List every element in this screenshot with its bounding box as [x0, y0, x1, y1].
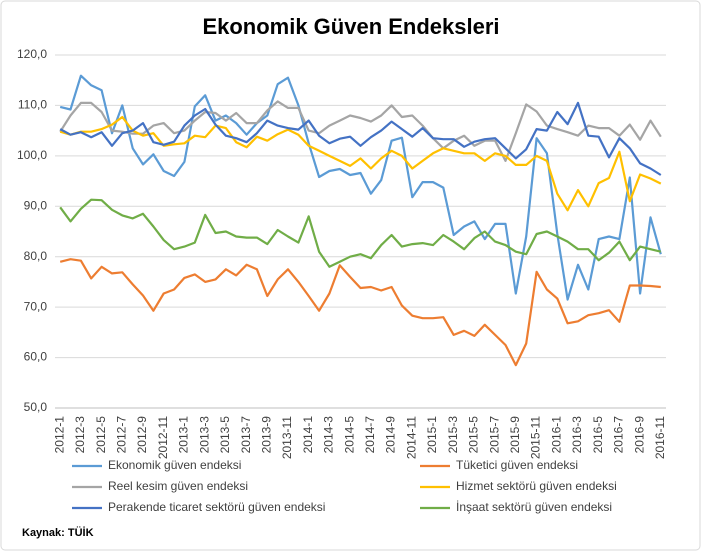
- x-tick-label: 2014-9: [384, 416, 398, 454]
- y-tick-label: 100,0: [17, 148, 47, 162]
- x-tick-label: 2016-7: [612, 416, 626, 454]
- x-tick-label: 2014-5: [342, 416, 356, 454]
- chart-title: Ekonomik Güven Endeksleri: [202, 14, 499, 39]
- x-tick-label: 2012-1: [52, 416, 66, 454]
- legend-label: Ekonomik güven endeksi: [108, 458, 241, 472]
- x-tick-label: 2013-9: [259, 416, 273, 454]
- x-tick-label: 2016-1: [549, 416, 563, 454]
- series-line: [59, 101, 662, 176]
- x-tick-label: 2012-3: [73, 416, 87, 454]
- y-tick-label: 110,0: [18, 98, 47, 112]
- x-tick-label: 2015-5: [467, 416, 481, 454]
- x-tick-label: 2012-11: [156, 416, 170, 459]
- x-tick-label: 2014-1: [301, 416, 315, 454]
- x-tick-label: 2014-3: [322, 416, 336, 454]
- x-tick-label: 2013-3: [197, 416, 211, 454]
- x-tick-label: 2016-3: [570, 416, 584, 454]
- source: Kaynak: TÜİK: [22, 526, 94, 539]
- x-tick-label: 2012-9: [135, 416, 149, 454]
- legend-label: Hizmet sektörü güven endeksi: [456, 479, 617, 493]
- x-tick-label: 2012-7: [114, 416, 128, 454]
- y-tick-label: 50,0: [24, 400, 48, 414]
- x-tick-label: 2015-11: [529, 416, 543, 459]
- legend-label: İnşaat sektörü güven endeksi: [456, 500, 612, 514]
- y-tick-label: 120,0: [17, 47, 47, 61]
- x-tick-label: 2015-1: [425, 416, 439, 454]
- x-tick-label: 2016-5: [591, 416, 605, 454]
- x-tick-label: 2015-3: [446, 416, 460, 454]
- y-tick-label: 70,0: [24, 299, 48, 313]
- series-line: [59, 74, 662, 301]
- x-tick-label: 2015-9: [508, 416, 522, 454]
- series-line: [59, 115, 662, 212]
- y-tick-label: 60,0: [24, 350, 48, 364]
- x-tick-label: 2014-11: [404, 416, 418, 459]
- x-tick-label: 2013-5: [218, 416, 232, 454]
- x-tick-label: 2013-11: [280, 416, 294, 459]
- y-tick-label: 90,0: [24, 198, 48, 212]
- y-tick-label: 80,0: [24, 249, 48, 263]
- series-line: [59, 198, 662, 268]
- x-tick-label: 2013-7: [239, 416, 253, 454]
- series-line: [59, 258, 661, 367]
- x-tick-label: 2012-5: [94, 416, 108, 454]
- x-tick-label: 2013-1: [177, 416, 191, 454]
- series-line: [59, 100, 662, 162]
- legend-label: Reel kesim güven endeksi: [108, 479, 248, 493]
- legend-label: Perakende ticaret sektörü güven endeksi: [108, 500, 325, 514]
- legend-label: Tüketici güven endeksi: [456, 458, 578, 472]
- x-tick-label: 2015-7: [487, 416, 501, 454]
- x-tick-label: 2016-11: [653, 416, 667, 459]
- x-tick-label: 2014-7: [363, 416, 377, 454]
- x-tick-label: 2016-9: [632, 416, 646, 454]
